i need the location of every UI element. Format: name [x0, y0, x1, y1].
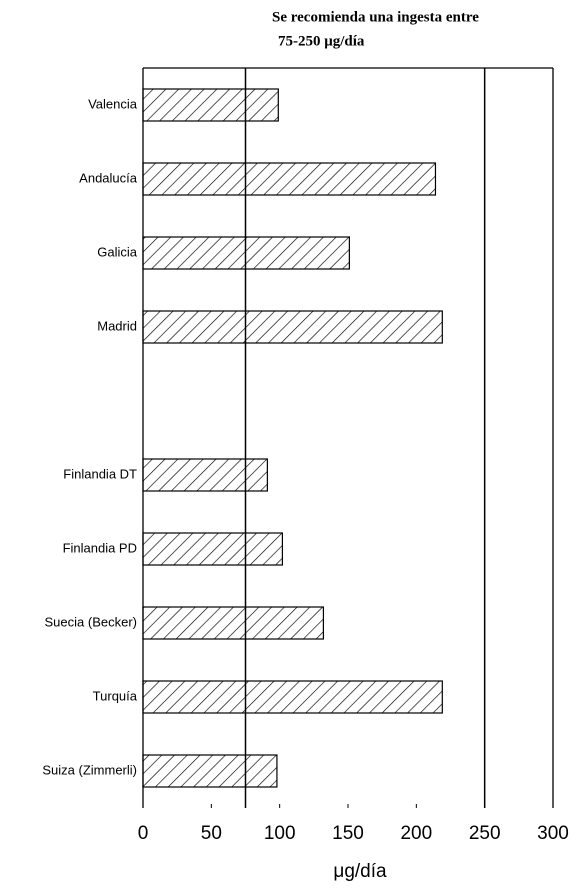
x-tick-label: 0	[138, 823, 149, 844]
y-tick-label: Galicia	[97, 244, 138, 259]
chart-subtitle: 75-250 μg/día	[278, 33, 365, 49]
bar	[142, 88, 279, 122]
y-tick-label: Suiza (Zimmerli)	[42, 762, 137, 777]
y-tick-label: Valencia	[88, 96, 138, 111]
x-tick-label: 250	[469, 823, 501, 844]
x-tick-label: 300	[537, 823, 569, 844]
y-tick-label: Suecia (Becker)	[45, 614, 137, 629]
x-axis-label: μg/día	[333, 861, 387, 882]
bar	[142, 754, 278, 788]
bar	[142, 310, 443, 344]
bar	[142, 606, 324, 640]
y-tick-label: Andalucía	[79, 170, 138, 185]
bar	[142, 162, 437, 196]
y-tick-label: Finlandia PD	[63, 540, 137, 555]
x-tick-label: 200	[400, 823, 432, 844]
bar	[142, 236, 350, 270]
x-tick-label: 150	[332, 823, 364, 844]
y-tick-label: Madrid	[97, 318, 137, 333]
bar	[142, 680, 443, 714]
bar	[142, 532, 283, 566]
chart-title: Se recomienda una ingesta entre	[272, 9, 479, 25]
bar	[142, 458, 268, 492]
y-tick-label: Finlandia DT	[63, 466, 137, 481]
x-tick-label: 100	[264, 823, 296, 844]
x-tick-label: 50	[201, 823, 222, 844]
y-tick-label: Turquía	[93, 688, 138, 703]
